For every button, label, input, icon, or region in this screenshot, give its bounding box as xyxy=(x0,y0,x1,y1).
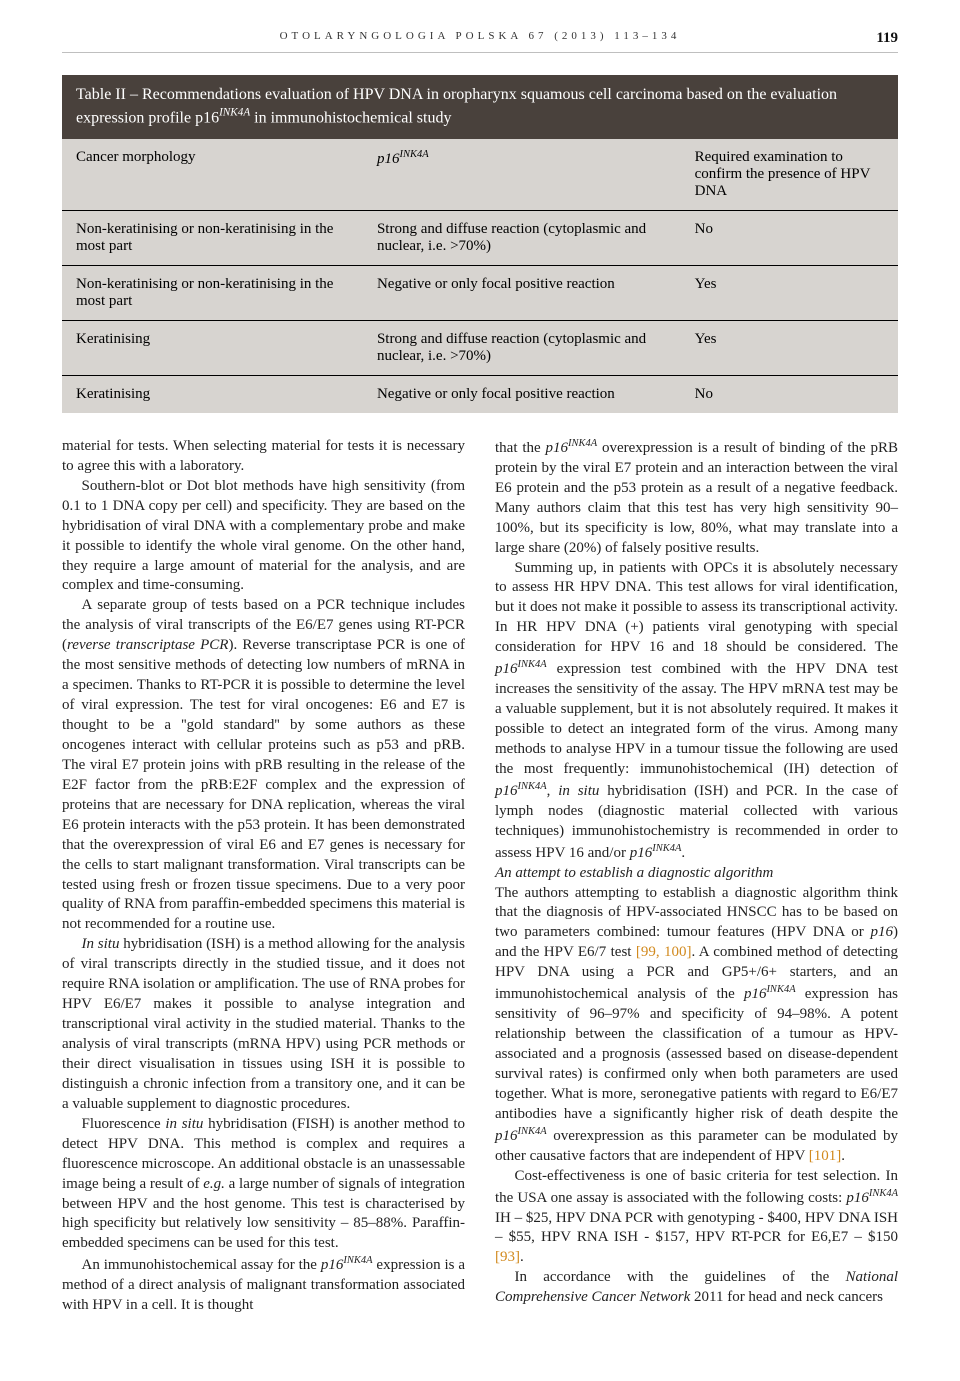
cell: Keratinising xyxy=(62,375,363,413)
paragraph: Cost-effectiveness is one of basic crite… xyxy=(495,1167,898,1269)
paragraph: The authors attempting to establish a di… xyxy=(495,884,898,1167)
paragraph: A separate group of tests based on a PCR… xyxy=(62,596,465,935)
table-row: Non-keratinising or non-keratinising in … xyxy=(62,265,898,320)
cell: Negative or only focal positive reaction xyxy=(363,265,681,320)
paragraph: material for tests. When selecting mater… xyxy=(62,437,465,477)
subheading: An attempt to establish a diagnostic alg… xyxy=(495,864,898,884)
header-rule xyxy=(62,52,898,53)
citation: [99, 100] xyxy=(636,944,692,960)
paragraph: In accordance with the guidelines of the… xyxy=(495,1268,898,1308)
right-column: that the p16INK4A overexpression is a re… xyxy=(495,437,898,1316)
th-morphology: Cancer morphology xyxy=(62,139,363,211)
cell: Non-keratinising or non-keratinising in … xyxy=(62,210,363,265)
paragraph: Fluorescence in situ hybridisation (FISH… xyxy=(62,1115,465,1255)
cell: Yes xyxy=(681,265,898,320)
paragraph: Summing up, in patients with OPCs it is … xyxy=(495,559,898,864)
cell: Keratinising xyxy=(62,320,363,375)
th-p16: p16INK4A xyxy=(363,139,681,211)
th-required: Required examination to confirm the pres… xyxy=(681,139,898,211)
journal-title: OTOLARYNGOLOGIA POLSKA 67 (2013) 113–134 xyxy=(280,30,681,42)
cell: No xyxy=(681,210,898,265)
paragraph: An immunohistochemical assay for the p16… xyxy=(62,1254,465,1316)
table-2: Table II – Recommendations evaluation of… xyxy=(62,75,898,413)
page-number: 119 xyxy=(876,30,898,47)
cell: No xyxy=(681,375,898,413)
citation: [101] xyxy=(809,1148,842,1164)
paragraph: In situ hybridisation (ISH) is a method … xyxy=(62,935,465,1114)
cell: Strong and diffuse reaction (cytoplasmic… xyxy=(363,210,681,265)
left-column: material for tests. When selecting mater… xyxy=(62,437,465,1316)
cell: Strong and diffuse reaction (cytoplasmic… xyxy=(363,320,681,375)
table-row: Keratinising Strong and diffuse reaction… xyxy=(62,320,898,375)
paragraph: that the p16INK4A overexpression is a re… xyxy=(495,437,898,559)
paragraph: Southern-blot or Dot blot methods have h… xyxy=(62,477,465,597)
table-row: Keratinising Negative or only focal posi… xyxy=(62,375,898,413)
citation: [93] xyxy=(495,1249,520,1265)
cell: Non-keratinising or non-keratinising in … xyxy=(62,265,363,320)
cell: Negative or only focal positive reaction xyxy=(363,375,681,413)
table-body: Cancer morphology p16INK4A Required exam… xyxy=(62,139,898,413)
running-header: OTOLARYNGOLOGIA POLSKA 67 (2013) 113–134… xyxy=(62,30,898,42)
table-row: Non-keratinising or non-keratinising in … xyxy=(62,210,898,265)
body-columns: material for tests. When selecting mater… xyxy=(62,437,898,1316)
table-caption: Table II – Recommendations evaluation of… xyxy=(62,75,898,139)
cell: Yes xyxy=(681,320,898,375)
